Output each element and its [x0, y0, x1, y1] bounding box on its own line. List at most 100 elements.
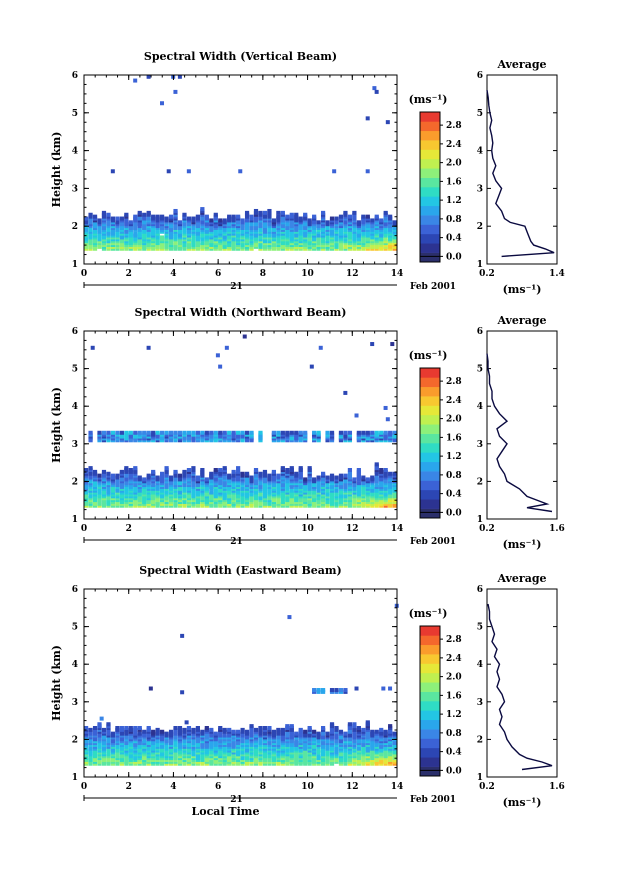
heatmap-cell	[155, 475, 160, 480]
colorbar-swatch	[420, 461, 440, 472]
layer-cell	[213, 430, 218, 435]
heatmap-cell	[289, 212, 294, 217]
colorbar-tick-label: 2.0	[446, 159, 462, 169]
heatmap-cell	[128, 468, 133, 472]
layer-cell	[343, 430, 348, 435]
y-tick-label: 3	[72, 184, 78, 194]
heatmap-cell	[115, 216, 120, 221]
heatmap-cell	[374, 475, 379, 480]
layer-cell	[227, 430, 232, 435]
heatmap-cell	[213, 731, 218, 736]
layer-cell	[379, 430, 384, 435]
sparse-echo	[148, 686, 153, 691]
colorbar-swatch	[420, 471, 440, 481]
x-tick-label: 14	[391, 524, 404, 534]
heatmap-cell	[173, 208, 178, 213]
colorbar-swatch	[420, 729, 440, 739]
colorbar-swatch	[420, 663, 440, 674]
profile-y-tick-label: 5	[477, 623, 483, 633]
heatmap-cell	[115, 726, 120, 730]
heatmap-cell	[356, 726, 361, 730]
colorbar-swatch	[420, 396, 440, 406]
colorbar-tick-label: 0.8	[446, 471, 462, 481]
x-tick-label: 4	[170, 269, 176, 279]
y-tick-label: 5	[72, 623, 78, 633]
heatmap-cell	[338, 473, 344, 478]
heatmap-cell	[240, 471, 245, 476]
sparse-echo	[146, 345, 151, 350]
profile-x-tick-label: 0.2	[479, 524, 495, 534]
panel-title: Spectral Width (Eastward Beam)	[139, 564, 341, 577]
profile-y-tick-label: 5	[477, 109, 483, 119]
colorbar-tick-label: 0.8	[446, 215, 462, 225]
layer-cell	[88, 430, 93, 435]
heatmap-cell	[338, 214, 344, 219]
heatmap-cell	[325, 483, 330, 488]
heatmap-cell	[361, 214, 366, 219]
profile-frame	[486, 330, 558, 520]
x-tick-label: 10	[301, 269, 314, 279]
x-tick-label: 6	[215, 269, 221, 279]
layer-cell	[168, 430, 174, 435]
heatmap-cell	[334, 216, 339, 221]
heatmap-cell	[320, 210, 326, 215]
heatmap-cell	[97, 722, 102, 727]
heatmap-cell	[168, 214, 174, 219]
heatmap-cell	[173, 726, 178, 730]
heatmap-cell	[379, 468, 384, 472]
heatmap-cell	[356, 220, 361, 225]
heatmap-cell	[307, 466, 312, 471]
heatmap-cell	[195, 475, 200, 480]
heatmap-cell	[115, 473, 120, 478]
layer-cell	[177, 430, 183, 435]
heatmap-cell	[285, 214, 290, 219]
heatmap-cell	[160, 729, 165, 734]
heatmap-cell	[213, 503, 218, 508]
sparse-echo	[99, 716, 104, 721]
profile-y-tick-label: 6	[477, 71, 483, 81]
heatmap-cell	[303, 729, 308, 734]
x-tick-label: 14	[391, 782, 404, 792]
heatmap-cell	[361, 727, 366, 732]
colorbar-swatch	[420, 121, 440, 132]
heatmap-cell	[119, 216, 124, 221]
sparse-echo	[177, 74, 182, 79]
layer-cell	[347, 430, 353, 435]
heatmap-cell	[276, 210, 281, 215]
date-day: 21	[230, 282, 243, 292]
heatmap-cell	[352, 210, 357, 215]
heatmap-cell	[151, 214, 156, 219]
heatmap-cell	[222, 727, 227, 732]
heatmap-cell	[262, 210, 268, 215]
heatmap-cell	[195, 726, 200, 730]
heatmap-cell	[258, 726, 263, 730]
layer-cell	[392, 430, 397, 435]
heatmap-cell	[88, 227, 93, 232]
panel-title: Spectral Width (Northward Beam)	[135, 306, 347, 319]
panel-title: Spectral Width (Vertical Beam)	[144, 50, 337, 63]
heatmap-cell	[142, 477, 147, 482]
layer-cell	[316, 688, 321, 693]
colorbar-tick-label: 0.8	[446, 729, 462, 739]
heatmap-cell	[316, 233, 321, 238]
heatmap-cell	[191, 237, 196, 242]
layer-cell	[240, 430, 245, 435]
date-day: 21	[230, 795, 243, 805]
heatmap-cell	[352, 494, 357, 499]
y-tick-label: 1	[72, 260, 78, 270]
layer-cell	[186, 430, 192, 435]
heatmap-cell	[383, 237, 388, 242]
heatmap-cell	[218, 218, 223, 223]
colorbar-swatch	[420, 149, 440, 160]
layer-cell	[115, 430, 120, 435]
y-tick-label: 3	[72, 698, 78, 708]
heatmap-cell	[312, 477, 317, 482]
layer-cell	[388, 430, 393, 435]
heatmap-cell	[106, 212, 111, 217]
layer-cell	[128, 430, 133, 435]
y-tick-label: 6	[72, 585, 78, 595]
sparse-echo	[374, 89, 379, 94]
heatmap-cell	[222, 466, 227, 471]
profile-y-tick-label: 2	[477, 477, 483, 487]
heatmap-cell	[92, 214, 98, 219]
